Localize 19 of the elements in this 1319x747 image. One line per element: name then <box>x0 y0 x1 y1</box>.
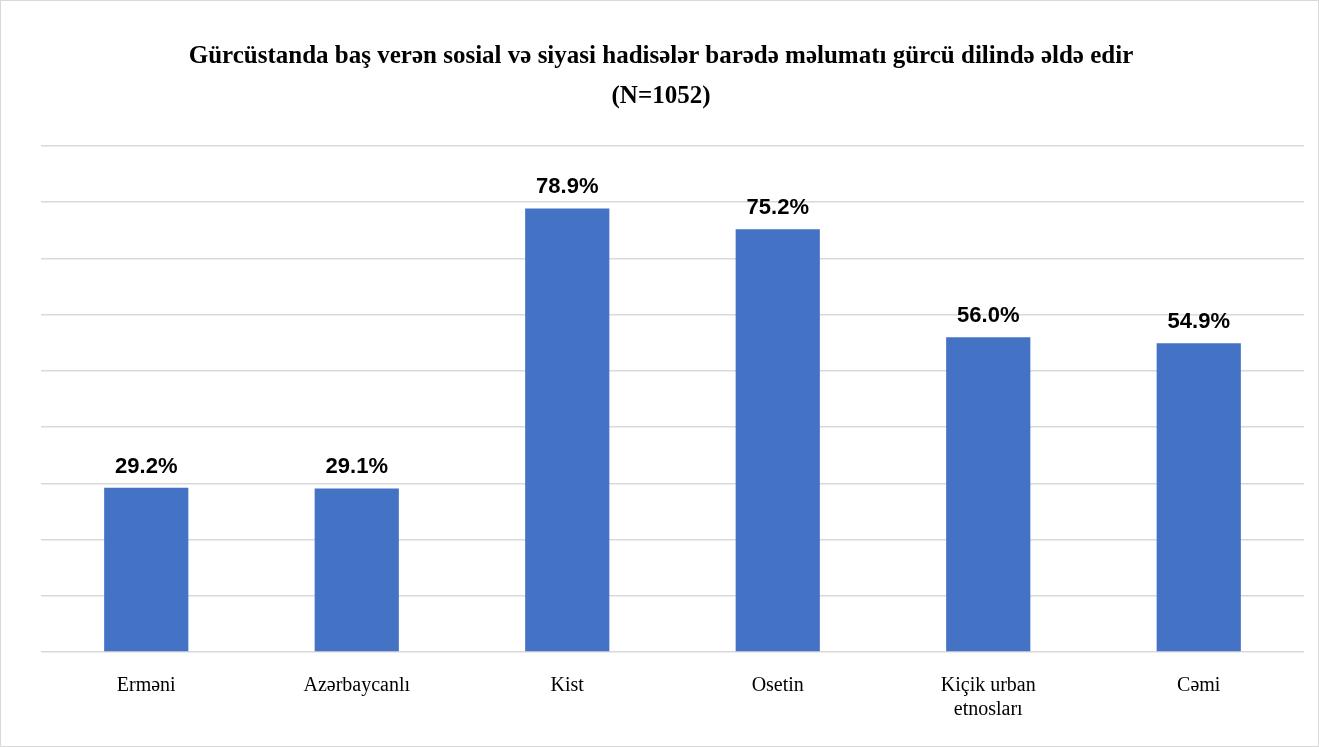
bar <box>104 487 189 652</box>
x-tick-label: Kiçik urban etnosları <box>940 673 1036 720</box>
x-tick-label: Cəmi <box>1177 673 1221 696</box>
x-tick-label: Kist <box>550 673 585 696</box>
bar <box>1156 343 1241 652</box>
chart-title: Gürcüstanda baş verən sosial və siyasi hadisələr barədə məlumatı gürcü dilində əldə edir (N=1052) <box>187 40 1135 111</box>
bar <box>525 208 610 652</box>
x-tick-label: Erməni <box>116 673 177 696</box>
bar <box>946 337 1031 652</box>
bar <box>314 488 399 652</box>
data-label: 29.1% <box>325 453 388 479</box>
data-label: 56.0% <box>957 302 1020 328</box>
data-label: 78.9% <box>536 173 599 199</box>
bar <box>735 229 820 652</box>
data-label: 75.2% <box>746 194 809 220</box>
x-tick-label: Osetin <box>751 673 804 696</box>
x-tick-label: Azərbaycanlı <box>303 673 411 697</box>
data-label: 29.2% <box>115 452 178 478</box>
data-label: 54.9% <box>1167 308 1230 334</box>
